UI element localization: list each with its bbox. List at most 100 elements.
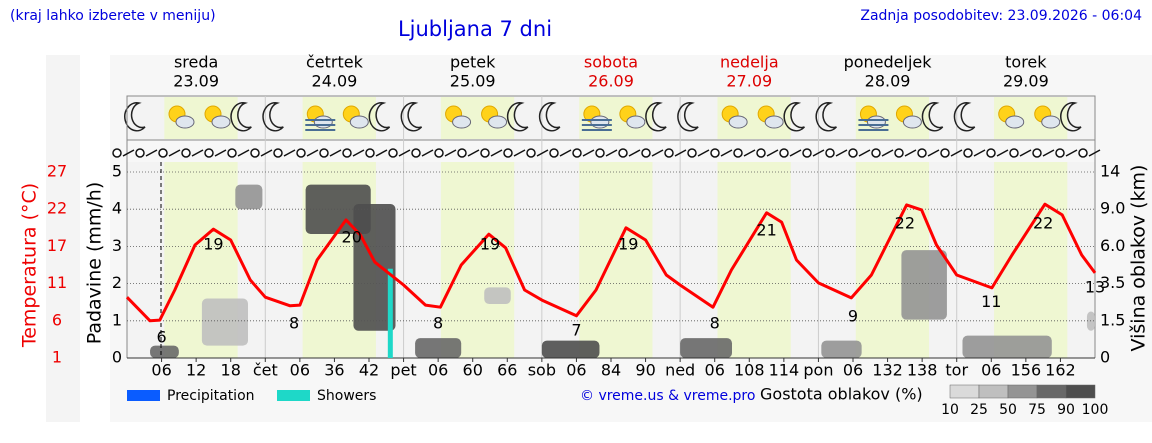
- wind-barb: [214, 149, 227, 157]
- wind-calm: [825, 148, 835, 158]
- wind-calm: [388, 148, 398, 158]
- day-date: 29.09: [1003, 72, 1049, 91]
- wind-barb: [605, 149, 618, 157]
- x-tick-label: 12: [186, 361, 206, 380]
- temp-label: 19: [480, 235, 500, 254]
- cloud-icon: [764, 115, 784, 129]
- density-swatch: [1036, 384, 1067, 399]
- day-name: sobota: [584, 53, 638, 72]
- temperature-line: [125, 202, 1097, 323]
- legend-label: Precipitation: [167, 388, 255, 404]
- cloud-cell: [415, 338, 462, 358]
- density-swatch: [1065, 384, 1096, 399]
- left-strip: [46, 55, 80, 422]
- wind-barb: [559, 149, 572, 157]
- wind-calm: [779, 148, 789, 158]
- temp-tick-label: 6: [52, 310, 62, 329]
- wind-calm: [710, 148, 720, 158]
- wind-calm: [848, 148, 858, 158]
- wind-calm: [1032, 148, 1042, 158]
- wind-barb: [283, 149, 296, 157]
- temp-label: 9: [848, 306, 858, 325]
- cloud-icon: [626, 115, 646, 129]
- y2-tick-label: 9.0: [1100, 199, 1125, 218]
- wind-calm: [549, 148, 559, 158]
- wind-calm: [434, 148, 444, 158]
- temp-label: 11: [981, 292, 1001, 311]
- x-tick-label: 42: [359, 361, 379, 380]
- day-date: 24.09: [312, 72, 358, 91]
- moon-icon: [538, 102, 561, 132]
- x-tick-label: pet: [390, 361, 416, 380]
- moon-icon: [368, 102, 391, 132]
- fog-icon: [305, 119, 336, 131]
- wind-calm: [365, 148, 375, 158]
- wind-barb: [674, 149, 687, 157]
- cloud-icon: [175, 115, 195, 129]
- legend-swatch: [127, 390, 160, 401]
- wind-barb: [812, 149, 825, 157]
- wind-barb: [858, 149, 871, 157]
- wind-barb: [352, 149, 365, 157]
- wind-calm: [273, 148, 283, 158]
- credit: © vreme.us & vreme.pro: [580, 388, 755, 404]
- wind-barb: [536, 149, 549, 157]
- x-tick-label: 06: [981, 361, 1001, 380]
- wind-barb: [237, 149, 250, 157]
- wind-barb: [582, 149, 595, 157]
- daylight-band: [579, 162, 653, 358]
- day-date: 27.09: [726, 72, 772, 91]
- moon-icon: [506, 102, 529, 132]
- temp-label: 8: [710, 313, 720, 332]
- moon-icon: [400, 102, 423, 132]
- moon-icon: [953, 102, 976, 132]
- temp-label: 8: [433, 313, 443, 332]
- wind-calm: [227, 148, 237, 158]
- wind-calm: [112, 148, 122, 158]
- fog-icon: [581, 119, 612, 131]
- density-tick-label: 100: [1082, 402, 1109, 418]
- x-tick-label: sob: [528, 361, 556, 380]
- wind-barb: [996, 149, 1009, 157]
- temp-label: 22: [895, 213, 915, 232]
- fog-icon: [858, 119, 889, 131]
- wind-barb: [950, 149, 963, 157]
- daylight-band: [994, 162, 1068, 358]
- wind-calm: [1009, 148, 1019, 158]
- cloud-cell: [235, 184, 263, 210]
- wind-barb: [122, 149, 135, 157]
- moon-icon: [815, 102, 837, 132]
- x-tick-label: 162: [1045, 361, 1076, 380]
- x-tick-label: 114: [769, 361, 800, 380]
- y-axis-label: Padavine (mm/h): [84, 182, 106, 345]
- x-tick-label: ned: [665, 361, 695, 380]
- cloud-icon: [488, 115, 508, 129]
- wind-calm: [457, 148, 467, 158]
- moon-icon: [677, 102, 699, 132]
- day-name: torek: [1005, 53, 1047, 72]
- y-tick-label: 0: [112, 348, 122, 367]
- cloud-icon: [313, 115, 333, 129]
- density-swatch: [1007, 384, 1038, 399]
- wind-barb: [1019, 149, 1032, 157]
- cloud-cell: [901, 250, 947, 320]
- x-tick-label: 108: [734, 361, 765, 380]
- wind-calm: [480, 148, 490, 158]
- wind-calm: [756, 148, 766, 158]
- temp-label: 22: [1033, 213, 1053, 232]
- wind-barb: [1088, 149, 1101, 157]
- cloud-legend-title: Gostota oblakov (%): [760, 385, 923, 404]
- wind-barb: [697, 149, 710, 157]
- day-name: četrtek: [306, 53, 364, 72]
- legend-label: Showers: [317, 388, 376, 404]
- temp-tick-label: 11: [47, 273, 67, 292]
- wind-barb: [1065, 149, 1078, 157]
- temp-label: 7: [571, 321, 581, 340]
- updated: Zadnja posodobitev: 23.09.2026 - 06:04: [860, 8, 1142, 24]
- wind-calm: [572, 148, 582, 158]
- wind-barb: [444, 149, 457, 157]
- y2-axis-label: Višina oblakov (km): [1128, 165, 1150, 352]
- moon-icon: [230, 102, 252, 132]
